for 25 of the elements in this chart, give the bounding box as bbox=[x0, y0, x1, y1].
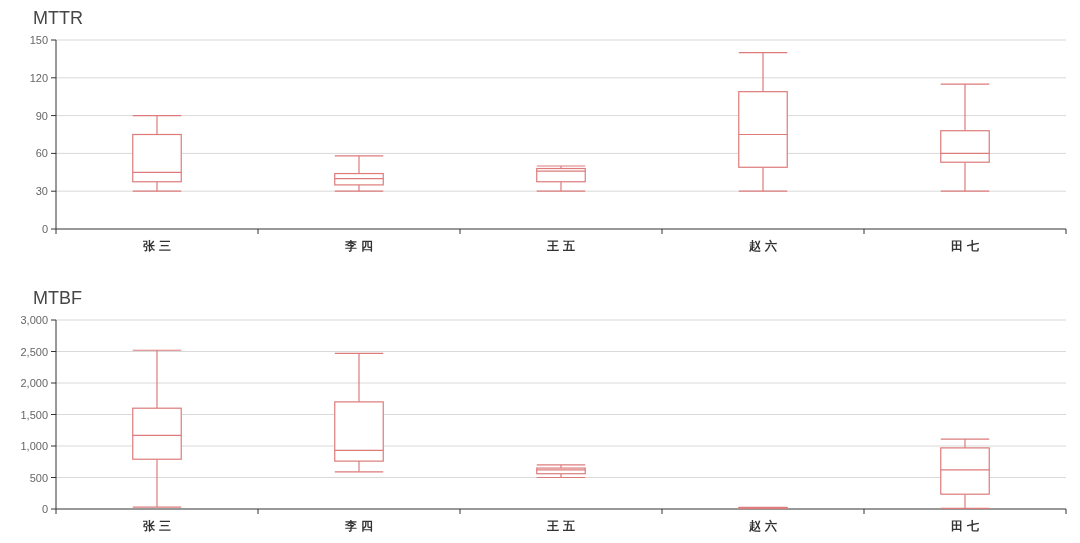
title: MTTR bbox=[33, 8, 83, 28]
x-tick-label: 李 四 bbox=[344, 519, 373, 533]
x-tick-label: 王 五 bbox=[546, 239, 575, 253]
x-tick-label: 田 七 bbox=[951, 239, 979, 253]
x-tick-label: 赵 六 bbox=[748, 239, 777, 253]
y-tick-label: 1,000 bbox=[20, 440, 48, 452]
y-tick-label: 60 bbox=[35, 147, 48, 160]
y-tick-label: 1,500 bbox=[20, 408, 48, 421]
y-tick-label: 30 bbox=[35, 185, 48, 198]
x-tick-label: 田 七 bbox=[951, 519, 979, 533]
y-tick-label: 0 bbox=[41, 503, 48, 515]
x-tick-label: 李 四 bbox=[344, 239, 373, 253]
y-tick-label: 2,000 bbox=[20, 377, 48, 389]
x-tick-label: 王 五 bbox=[546, 519, 575, 533]
y-tick-label: 0 bbox=[41, 223, 48, 235]
y-tick-label: 120 bbox=[29, 71, 48, 84]
y-tick-label: 2,500 bbox=[20, 345, 48, 358]
x-tick-label: 赵 六 bbox=[748, 519, 777, 533]
y-tick-label: 150 bbox=[29, 34, 48, 46]
y-tick-label: 90 bbox=[35, 109, 48, 122]
x-tick-label: 张 三 bbox=[143, 239, 171, 253]
y-tick-label: 3,000 bbox=[20, 314, 48, 326]
x-tick-label: 张 三 bbox=[143, 519, 171, 533]
y-tick-label: 500 bbox=[29, 471, 48, 484]
title: MTBF bbox=[33, 288, 82, 308]
